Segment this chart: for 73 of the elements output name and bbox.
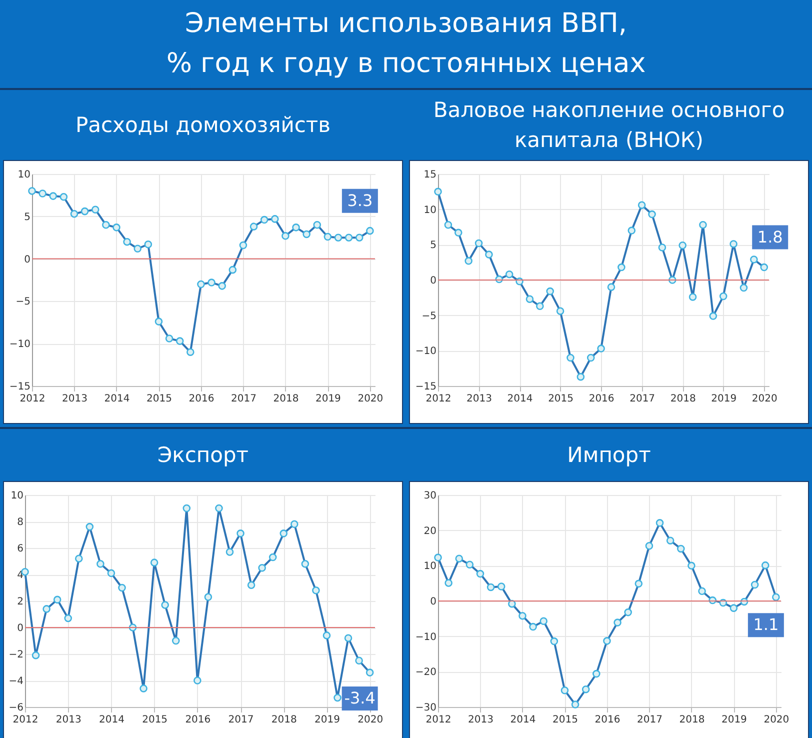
chart-title: Валовое накопление основного капитала (ВНОК)	[432, 97, 786, 154]
x-tick-label: 2019	[314, 714, 340, 726]
data-label: 1.1	[753, 615, 779, 634]
x-tick-label: 2017	[630, 394, 656, 404]
x-tick-label: 2012	[12, 714, 38, 726]
y-tick-label: −5	[422, 310, 436, 322]
x-tick-label: 2017	[228, 714, 254, 726]
y-tick-label: 5	[430, 240, 436, 252]
y-tick-label: −2	[8, 650, 24, 660]
y-tick-label: −30	[415, 702, 436, 714]
chart-title: Экспорт	[156, 442, 250, 469]
text: Элементы использования ВВП, % год к году в постоянных ценах	[0, 0, 812, 90]
y-tick-label: 2	[17, 596, 24, 608]
y-tick-label: −6	[8, 702, 24, 714]
x-tick-label: 2014	[98, 714, 124, 726]
x-tick-label: 2015	[552, 714, 578, 726]
x-tick-label: 2017	[230, 394, 256, 404]
x-tick-label: 2019	[711, 394, 737, 404]
y-tick-label: 0	[17, 623, 24, 634]
x-tick-label: 2020	[764, 714, 790, 726]
y-tick-label: 6	[17, 544, 24, 554]
y-tick-label: −15	[9, 382, 30, 392]
x-tick-label: 2019	[721, 714, 747, 726]
x-tick-label: 2015	[142, 714, 168, 726]
data-label: 3.3	[347, 190, 373, 210]
y-tick-label: 10	[18, 170, 30, 180]
x-tick-label: 2016	[594, 714, 620, 726]
x-tick-label: 2018	[670, 394, 696, 404]
chart-title: Импорт	[566, 442, 652, 469]
y-tick-label: 10	[424, 561, 436, 572]
x-tick-label: 2019	[315, 394, 341, 404]
x-tick-label: 2013	[466, 394, 492, 404]
x-tick-label: 2012	[20, 394, 46, 404]
y-tick-label: −15	[415, 382, 436, 392]
y-tick-label: 15	[424, 170, 436, 180]
x-tick-label: 2020	[358, 714, 384, 726]
x-tick-label: 2013	[56, 714, 82, 726]
x-tick-label: 2014	[507, 394, 533, 404]
x-tick-label: 2017	[636, 714, 662, 726]
y-tick-label: 0	[430, 596, 436, 608]
y-tick-label: 5	[24, 212, 30, 223]
x-tick-label: 2014	[104, 394, 130, 404]
y-tick-label: −10	[415, 632, 436, 643]
y-tick-label: 10	[424, 204, 436, 216]
y-tick-label: 30	[424, 490, 436, 502]
y-tick-label: 8	[17, 517, 24, 528]
y-tick-label: 10	[10, 490, 24, 502]
chart-title: Расходы домохозяйств	[74, 112, 332, 139]
x-tick-label: 2020	[752, 394, 778, 404]
y-tick-label: 0	[430, 276, 436, 286]
x-tick-label: 2015	[146, 394, 172, 404]
x-tick-label: 2018	[271, 714, 297, 726]
x-tick-label: 2016	[588, 394, 614, 404]
y-tick-label: −20	[415, 667, 436, 678]
x-tick-label: 2020	[358, 394, 384, 404]
y-tick-label: −10	[9, 339, 30, 350]
y-tick-label: 0	[24, 254, 30, 266]
y-tick-label: 20	[424, 526, 436, 537]
x-tick-label: 2012	[426, 394, 452, 404]
x-tick-label: 2016	[188, 394, 214, 404]
data-label: 1.8	[757, 227, 783, 246]
y-tick-label: −10	[415, 346, 436, 358]
y-tick-label: −5	[16, 296, 30, 308]
x-tick-label: 2012	[426, 714, 452, 726]
x-tick-label: 2016	[185, 714, 211, 726]
x-tick-label: 2018	[679, 714, 705, 726]
x-tick-label: 2014	[510, 714, 536, 726]
x-tick-label: 2018	[273, 394, 299, 404]
data-label: -3.4	[344, 688, 376, 708]
x-tick-label: 2013	[468, 714, 494, 726]
y-tick-label: −4	[8, 676, 24, 687]
x-tick-label: 2015	[548, 394, 574, 404]
x-tick-label: 2013	[62, 394, 88, 404]
